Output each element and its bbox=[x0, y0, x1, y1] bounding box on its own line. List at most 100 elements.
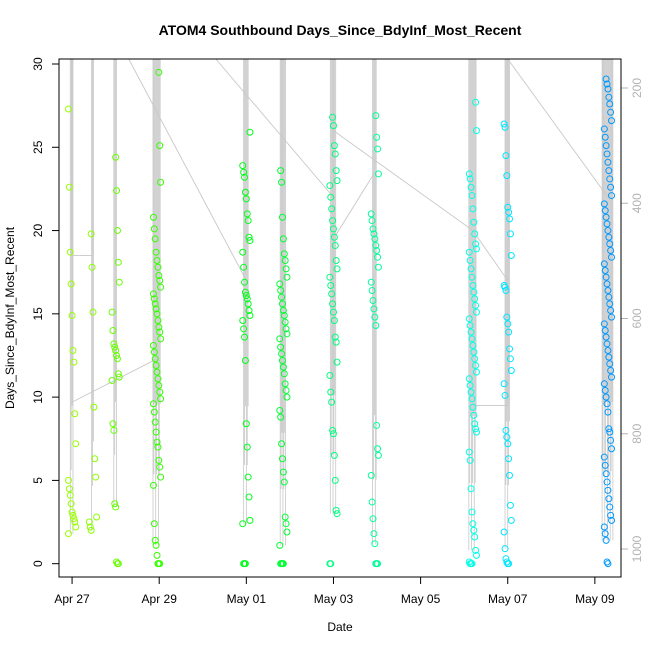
data-point bbox=[154, 316, 162, 324]
data-point bbox=[329, 300, 337, 308]
data-point bbox=[154, 263, 162, 271]
data-point bbox=[328, 398, 336, 406]
data-point bbox=[281, 257, 289, 265]
plot-frame bbox=[58, 58, 622, 578]
data-point bbox=[471, 295, 479, 303]
data-point bbox=[241, 288, 249, 296]
data-point bbox=[370, 530, 378, 538]
data-point bbox=[466, 321, 474, 329]
data-point bbox=[506, 345, 514, 353]
data-point bbox=[601, 133, 609, 141]
data-point bbox=[242, 292, 250, 300]
data-point bbox=[155, 456, 163, 464]
data-point bbox=[369, 225, 377, 233]
trace-segment bbox=[128, 58, 247, 281]
x-tick-label: May 03 bbox=[314, 592, 354, 606]
data-point bbox=[606, 300, 614, 308]
data-point bbox=[279, 363, 287, 371]
data-point bbox=[465, 448, 473, 456]
data-point bbox=[368, 217, 376, 225]
data-point bbox=[507, 366, 515, 374]
data-point bbox=[327, 388, 335, 396]
data-point bbox=[367, 210, 375, 218]
data-point bbox=[151, 300, 159, 308]
data-point bbox=[154, 375, 162, 383]
data-point bbox=[608, 313, 616, 321]
data-point bbox=[152, 248, 160, 256]
data-point bbox=[472, 551, 480, 559]
data-point bbox=[472, 302, 480, 310]
data-point bbox=[600, 125, 608, 133]
data-point bbox=[331, 150, 339, 158]
data-point bbox=[502, 287, 510, 295]
data-point bbox=[371, 540, 379, 548]
data-point bbox=[471, 355, 479, 363]
data-point bbox=[472, 361, 480, 369]
data-point bbox=[472, 368, 480, 376]
data-point bbox=[239, 316, 247, 324]
data-point bbox=[66, 248, 74, 256]
data-point bbox=[278, 455, 286, 463]
right-tick-label: 600 bbox=[630, 308, 644, 328]
data-point bbox=[70, 358, 78, 366]
data-point bbox=[604, 346, 612, 354]
data-point bbox=[239, 248, 247, 256]
data-point bbox=[278, 440, 286, 448]
data-point bbox=[370, 230, 378, 238]
data-point bbox=[506, 501, 514, 509]
x-axis: Apr 27 Apr 29 May 01 May 03 May 05 May 07 May … bbox=[54, 576, 615, 606]
data-point bbox=[467, 388, 475, 396]
data-point bbox=[602, 213, 610, 221]
data-point bbox=[602, 393, 610, 401]
data-point bbox=[115, 373, 123, 381]
data-point bbox=[244, 217, 252, 225]
y-axis-label: Days_Since_BdyInf_Most_Recent bbox=[3, 226, 17, 409]
data-point bbox=[327, 560, 335, 568]
data-point bbox=[64, 530, 72, 538]
y-tick-label: 30 bbox=[31, 57, 45, 71]
data-point bbox=[93, 513, 101, 521]
trace-segment bbox=[472, 59, 509, 406]
data-point bbox=[71, 518, 79, 526]
y-tick-label: 10 bbox=[31, 390, 45, 404]
data-point bbox=[602, 470, 610, 478]
data-point bbox=[471, 533, 479, 541]
data-point bbox=[468, 508, 476, 516]
data-point bbox=[156, 328, 164, 336]
trace-segment bbox=[333, 172, 376, 240]
data-point bbox=[241, 356, 249, 364]
data-point bbox=[606, 100, 614, 108]
data-point bbox=[279, 235, 287, 243]
right-tick-label: 200 bbox=[630, 78, 644, 98]
data-point bbox=[152, 541, 160, 549]
data-point bbox=[112, 153, 120, 161]
data-point bbox=[241, 333, 249, 341]
data-point bbox=[602, 536, 610, 544]
data-point bbox=[114, 370, 122, 378]
data-point bbox=[109, 326, 117, 334]
data-point bbox=[329, 430, 337, 438]
data-point bbox=[606, 503, 614, 511]
data-point bbox=[241, 188, 249, 196]
y-tick-label: 25 bbox=[31, 140, 45, 154]
data-point bbox=[603, 150, 611, 158]
data-point bbox=[606, 175, 614, 183]
data-point bbox=[607, 366, 615, 374]
data-point bbox=[277, 343, 285, 351]
data-point bbox=[241, 278, 249, 286]
data-point bbox=[66, 491, 74, 499]
data-point bbox=[111, 343, 119, 351]
data-point bbox=[276, 335, 284, 343]
data-point bbox=[374, 253, 382, 261]
data-point bbox=[114, 560, 122, 568]
data-point bbox=[601, 530, 609, 538]
data-point bbox=[67, 280, 75, 288]
data-point bbox=[606, 240, 614, 248]
data-point bbox=[466, 175, 474, 183]
data-point bbox=[333, 177, 341, 185]
data-point bbox=[472, 425, 480, 433]
data-point bbox=[602, 75, 610, 83]
data-point bbox=[246, 128, 254, 136]
data-point bbox=[600, 260, 608, 268]
data-point bbox=[607, 436, 615, 444]
